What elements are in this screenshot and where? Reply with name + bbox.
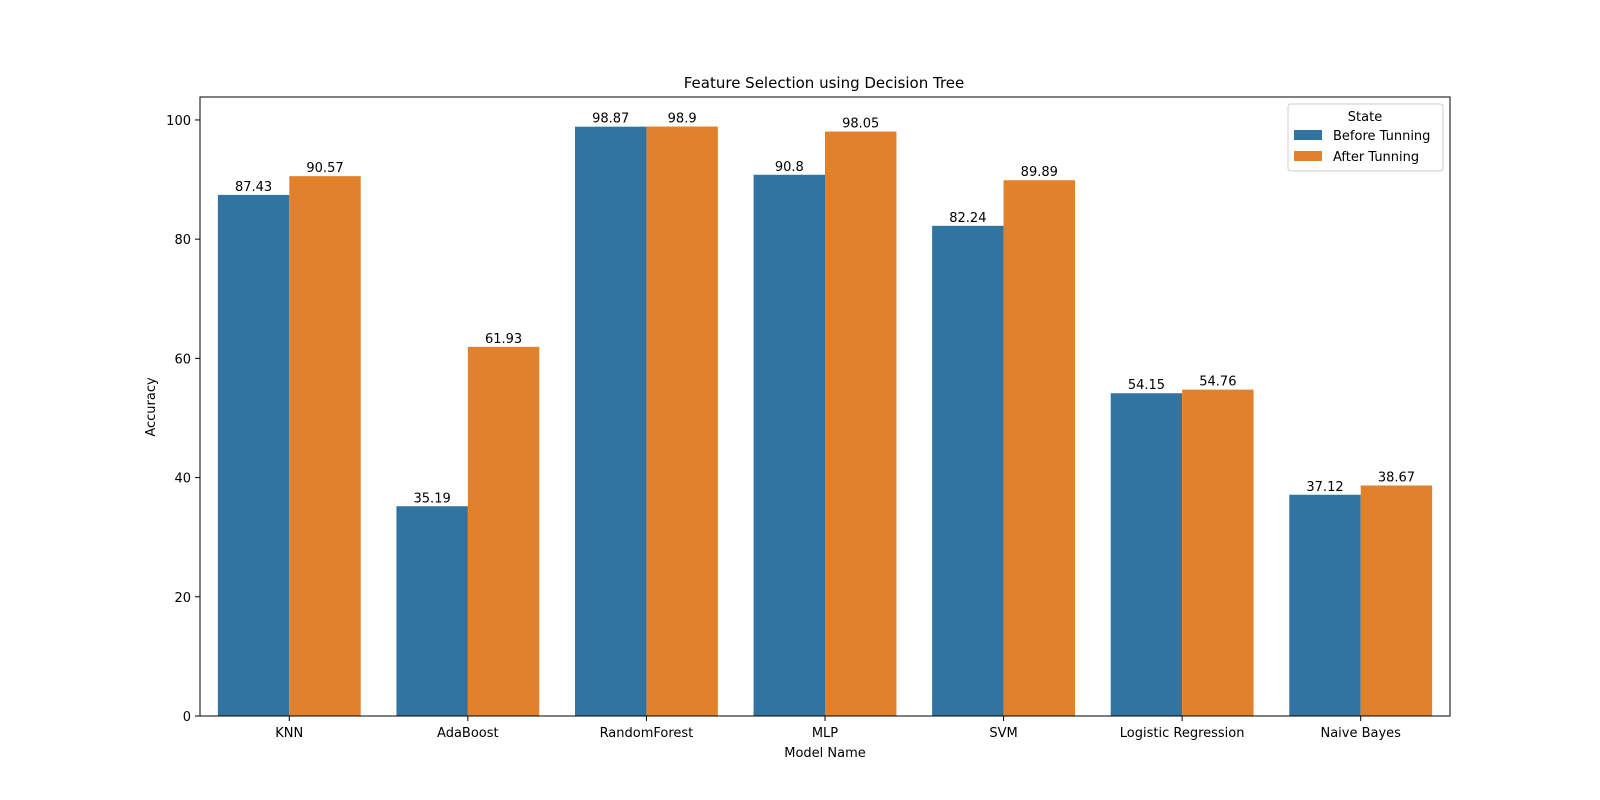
y-axis: 0 20 40 60 80 100 (166, 114, 200, 725)
bar-labels-layer: 87.43 90.57 35.19 61.93 98.87 98.9 90.8 98.05 82… (235, 112, 1415, 507)
legend-label-before-tunning: Before Tunning (1333, 129, 1430, 144)
x-tick-label-adaboost: AdaBoost (437, 726, 499, 741)
legend-box (1287, 103, 1444, 172)
bar-label-knn-after-tunning: 90.57 (306, 161, 343, 176)
bar-naive-bayes-before-tunning (1289, 494, 1361, 716)
x-axis: KNN AdaBoost RandomForest MLP SVM Logistic Re… (275, 716, 1401, 741)
x-axis-label: Model Name (784, 746, 866, 761)
bar-label-mlp-after-tunning: 98.05 (842, 117, 879, 132)
bar-label-naive-bayes-before-tunning: 37.12 (1306, 480, 1343, 495)
bar-randomforest-after-tunning (646, 126, 718, 716)
legend: State Before Tunning After Tunning (1287, 103, 1444, 172)
bar-randomforest-before-tunning (575, 126, 647, 717)
bar-label-svm-after-tunning: 89.89 (1021, 165, 1058, 180)
x-tick-label-naive-bayes: Naive Bayes (1320, 726, 1401, 741)
x-tick-label-logistic-regression: Logistic Regression (1120, 726, 1245, 741)
x-tick-label-knn: KNN (275, 726, 303, 741)
bar-svm-before-tunning (932, 225, 1004, 716)
x-tick-label-svm: SVM (989, 726, 1017, 741)
legend-swatch-before-tunning (1294, 130, 1322, 140)
y-tick-label-60: 60 (174, 352, 191, 367)
bar-adaboost-after-tunning (467, 346, 540, 716)
y-tick-label-80: 80 (174, 233, 191, 248)
bar-mlp-after-tunning (825, 131, 897, 716)
bar-label-knn-before-tunning: 87.43 (235, 180, 272, 195)
y-tick-label-40: 40 (174, 472, 191, 487)
y-tick-label-20: 20 (174, 591, 191, 606)
bar-knn-before-tunning (217, 194, 290, 716)
legend-label-after-tunning: After Tunning (1333, 150, 1419, 165)
bar-mlp-before-tunning (753, 174, 825, 716)
bar-adaboost-before-tunning (396, 506, 468, 716)
bar-label-randomforest-before-tunning: 98.87 (592, 112, 629, 127)
bar-label-svm-before-tunning: 82.24 (949, 211, 986, 226)
bar-svm-after-tunning (1003, 180, 1075, 716)
bar-naive-bayes-after-tunning (1360, 485, 1433, 716)
bar-logistic-regression-after-tunning (1182, 389, 1254, 716)
bar-label-mlp-before-tunning: 90.8 (775, 160, 804, 175)
y-axis-label: Accuracy (144, 377, 159, 437)
x-tick-label-mlp: MLP (812, 726, 838, 741)
x-tick-label-randomforest: RandomForest (600, 726, 694, 741)
bar-label-naive-bayes-after-tunning: 38.67 (1378, 471, 1415, 486)
bar-knn-after-tunning (289, 176, 361, 716)
legend-swatch-after-tunning (1294, 151, 1322, 161)
bar-label-logistic-regression-after-tunning: 54.76 (1199, 375, 1236, 390)
bar-label-logistic-regression-before-tunning: 54.15 (1128, 378, 1165, 393)
legend-title: State (1348, 110, 1382, 125)
bar-label-adaboost-before-tunning: 35.19 (414, 491, 451, 506)
chart-title: Feature Selection using Decision Tree (684, 74, 965, 92)
bars-layer (217, 126, 1433, 717)
bar-logistic-regression-before-tunning (1110, 393, 1183, 716)
y-tick-label-0: 0 (183, 710, 191, 725)
y-tick-label-100: 100 (166, 114, 191, 129)
bar-label-randomforest-after-tunning: 98.9 (668, 112, 697, 127)
bar-label-adaboost-after-tunning: 61.93 (485, 332, 522, 347)
